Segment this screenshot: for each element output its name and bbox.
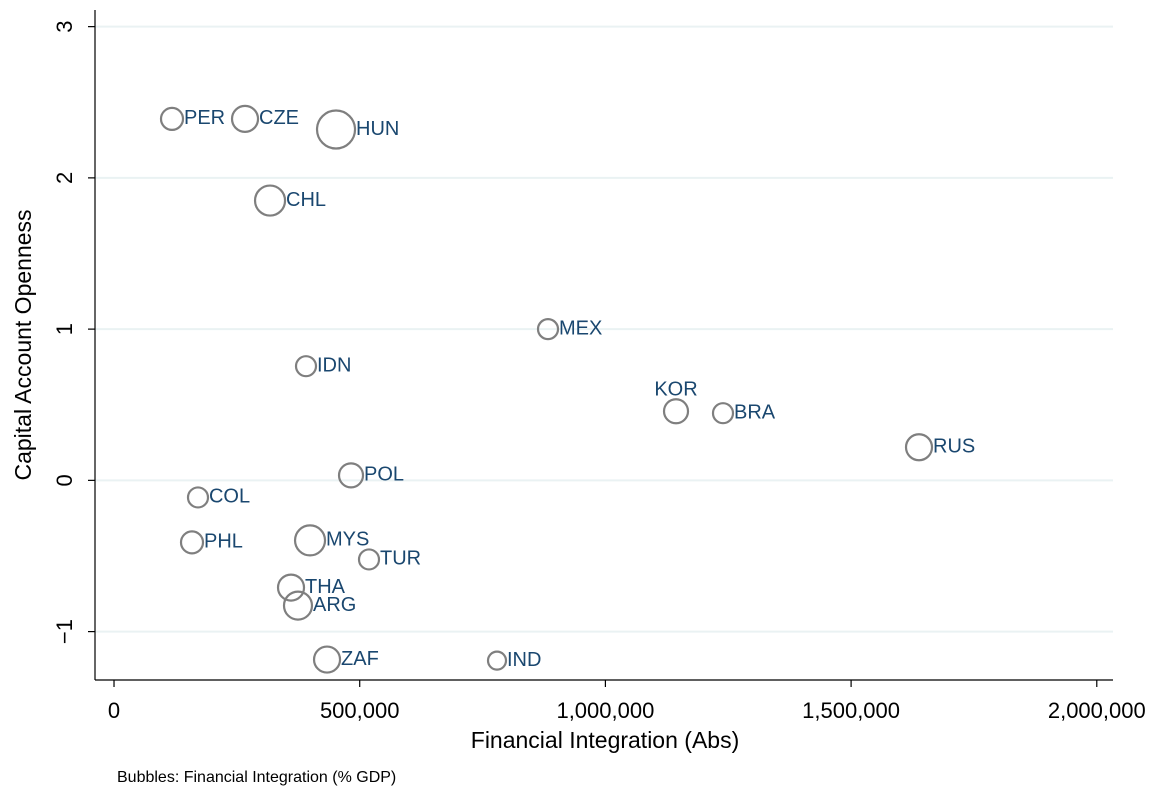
y-tick-label: 2 (52, 172, 77, 184)
bubble (179, 530, 205, 555)
bubble (315, 109, 357, 150)
y-axis-title: Capital Account Openness (10, 209, 36, 480)
bubble (186, 486, 210, 509)
point-label: PHL (204, 531, 243, 553)
y-tick-label: 0 (52, 474, 77, 486)
point-label: COL (209, 486, 250, 508)
x-tick-label: 2,000,000 (1048, 698, 1146, 723)
point-label: BRA (734, 401, 776, 423)
y-tick-label: 1 (52, 323, 77, 335)
x-axis-title: Financial Integration (Abs) (471, 727, 739, 753)
point-label: IDN (317, 354, 351, 376)
bubble (276, 573, 306, 602)
point-label: PER (184, 107, 225, 129)
bubble (357, 548, 381, 571)
bubble (711, 402, 735, 425)
point-label: CHL (286, 189, 326, 211)
y-tick-label: 3 (52, 21, 77, 33)
point-label: HUN (356, 118, 399, 140)
bubble (904, 433, 934, 462)
point-label: THA (305, 576, 346, 598)
bubble (294, 355, 318, 378)
bubble (230, 104, 260, 133)
note: Bubbles: Financial Integration (% GDP) (117, 769, 396, 786)
y-tick-label: −1 (52, 619, 77, 644)
bubble (253, 184, 287, 217)
bubble (293, 524, 327, 557)
point-label: MEX (559, 317, 602, 339)
bubble (337, 462, 365, 489)
point-label: KOR (654, 379, 697, 401)
point-label: RUS (933, 436, 975, 458)
bubble (312, 645, 342, 674)
x-tick-label: 1,500,000 (802, 698, 900, 723)
bubble (282, 590, 314, 621)
bubble (159, 106, 185, 131)
bubble (662, 398, 690, 425)
point-label: POL (364, 464, 404, 486)
point-label: MYS (326, 529, 369, 551)
x-tick-label: 0 (108, 698, 120, 723)
x-tick-label: 1,000,000 (556, 698, 654, 723)
bubble (486, 650, 508, 671)
point-label: ZAF (341, 648, 379, 670)
point-label: CZE (259, 107, 299, 129)
point-label: TUR (380, 548, 421, 570)
x-tick-label: 500,000 (320, 698, 400, 723)
point-label: IND (507, 649, 541, 671)
point-label: ARG (313, 594, 356, 616)
bubble (536, 318, 560, 341)
